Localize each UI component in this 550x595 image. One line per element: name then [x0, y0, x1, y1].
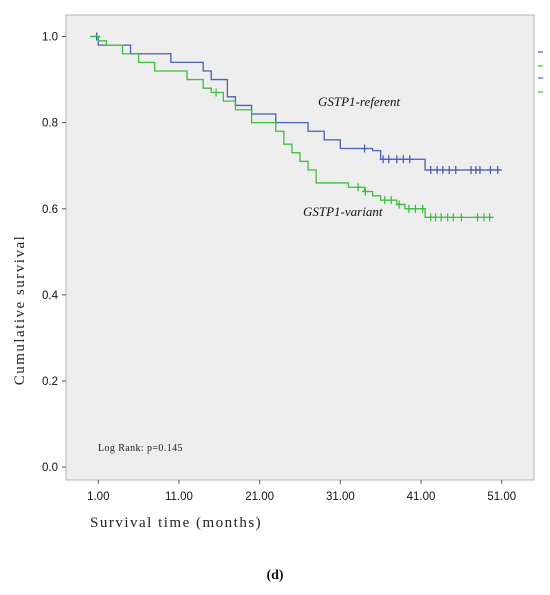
censor-mark	[486, 213, 494, 222]
censor-mark	[395, 200, 403, 209]
censor-mark	[393, 155, 401, 164]
censor-mark	[406, 155, 414, 164]
censor-mark	[437, 213, 445, 222]
y-tick-label: 0.4	[42, 290, 59, 302]
x-tick-label: 31.00	[326, 491, 355, 503]
curve-label-referent: GSTP1-referent	[318, 94, 400, 109]
censor-mark	[427, 166, 435, 174]
censor-mark	[399, 155, 407, 164]
log-rank-annotation: Log Rank: p=0.145	[98, 443, 183, 454]
x-tick-label: 51.00	[487, 491, 516, 503]
censor-mark	[385, 155, 393, 164]
legend-markers	[538, 51, 543, 93]
curve-label-variant: GSTP1-variant	[303, 204, 383, 219]
y-axis-title: Cumulative survival	[12, 235, 28, 386]
censor-mark	[457, 213, 465, 222]
censor-mark	[494, 166, 502, 174]
x-tick-label: 11.00	[165, 491, 193, 503]
y-axis: 0.0 0.2 0.4 0.6 0.8 1.0	[42, 32, 66, 474]
censor-mark	[387, 196, 395, 205]
censor-mark	[411, 204, 419, 213]
censor-mark	[476, 166, 484, 174]
x-axis: 1.00 11.00 21.00 31.00 41.00 51.00	[87, 480, 516, 503]
plot-area	[65, 14, 535, 481]
survival-curves	[90, 32, 502, 222]
survival-step-line	[90, 35, 494, 219]
y-tick-label: 1.0	[42, 32, 58, 44]
x-axis-title: Survival time (months)	[90, 515, 262, 531]
censor-mark	[405, 204, 413, 213]
censor-mark	[449, 213, 457, 222]
censor-mark	[361, 187, 369, 196]
censor-mark	[212, 88, 220, 97]
y-tick-label: 0.6	[42, 204, 58, 216]
censor-mark	[361, 144, 369, 153]
censor-mark	[474, 213, 482, 222]
censor-mark	[354, 183, 362, 192]
y-tick-label: 0.2	[42, 376, 58, 388]
x-tick-label: 21.00	[245, 491, 274, 503]
x-tick-label: 1.00	[87, 491, 109, 503]
y-tick-label: 0.0	[42, 462, 58, 474]
censor-mark	[452, 166, 460, 174]
censor-mark	[419, 204, 427, 213]
x-tick-label: 41.00	[407, 491, 436, 503]
censor-mark	[445, 166, 453, 174]
censor-mark	[486, 166, 494, 174]
y-tick-label: 0.8	[42, 118, 58, 130]
panel-label: (d)	[266, 568, 284, 583]
censor-mark	[439, 166, 447, 174]
series-variant	[90, 35, 494, 222]
censor-mark	[381, 196, 389, 205]
